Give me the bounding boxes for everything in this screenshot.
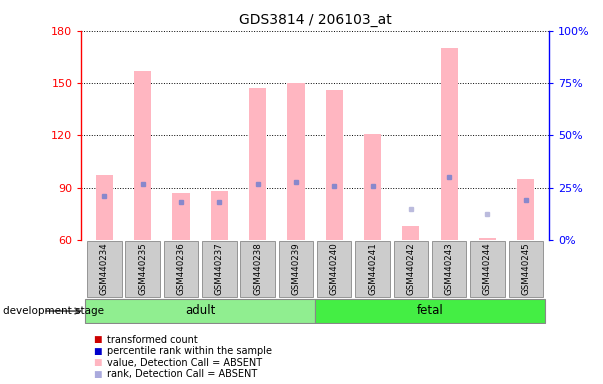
FancyBboxPatch shape (470, 240, 505, 297)
Text: ■: ■ (93, 335, 102, 344)
Text: GSM440243: GSM440243 (444, 242, 453, 295)
Bar (134, 71, 151, 240)
Bar (402, 226, 420, 240)
Bar (517, 179, 534, 240)
FancyBboxPatch shape (394, 240, 428, 297)
Text: GSM440237: GSM440237 (215, 242, 224, 295)
Text: transformed count: transformed count (107, 335, 197, 345)
FancyBboxPatch shape (241, 240, 275, 297)
Text: GSM440241: GSM440241 (368, 242, 377, 295)
Bar (441, 48, 458, 240)
FancyBboxPatch shape (355, 240, 390, 297)
Bar (172, 193, 189, 240)
Text: GSM440242: GSM440242 (406, 242, 415, 295)
Text: ■: ■ (93, 347, 102, 356)
FancyBboxPatch shape (85, 299, 315, 323)
FancyBboxPatch shape (202, 240, 236, 297)
Text: fetal: fetal (417, 304, 443, 317)
Text: rank, Detection Call = ABSENT: rank, Detection Call = ABSENT (107, 369, 257, 379)
Text: adult: adult (185, 304, 215, 317)
Text: GSM440235: GSM440235 (138, 242, 147, 295)
Text: GSM440244: GSM440244 (483, 242, 492, 295)
Text: GSM440234: GSM440234 (100, 242, 109, 295)
Bar (210, 191, 228, 240)
FancyBboxPatch shape (317, 240, 352, 297)
Text: GSM440239: GSM440239 (291, 242, 300, 295)
Bar (479, 238, 496, 240)
FancyBboxPatch shape (164, 240, 198, 297)
Bar (364, 134, 381, 240)
Bar (326, 90, 343, 240)
Text: value, Detection Call = ABSENT: value, Detection Call = ABSENT (107, 358, 262, 368)
FancyBboxPatch shape (125, 240, 160, 297)
Bar (96, 175, 113, 240)
Text: GSM440238: GSM440238 (253, 242, 262, 295)
FancyBboxPatch shape (508, 240, 543, 297)
FancyBboxPatch shape (315, 299, 545, 323)
Text: GSM440245: GSM440245 (521, 242, 530, 295)
Text: percentile rank within the sample: percentile rank within the sample (107, 346, 272, 356)
FancyBboxPatch shape (87, 240, 122, 297)
Title: GDS3814 / 206103_at: GDS3814 / 206103_at (239, 13, 391, 27)
Text: GSM440236: GSM440236 (177, 242, 186, 295)
FancyBboxPatch shape (279, 240, 313, 297)
Text: ■: ■ (93, 370, 102, 379)
Text: ■: ■ (93, 358, 102, 367)
Text: development stage: development stage (3, 306, 104, 316)
Text: GSM440240: GSM440240 (330, 242, 339, 295)
Bar (249, 88, 267, 240)
FancyBboxPatch shape (432, 240, 466, 297)
Bar (287, 83, 305, 240)
